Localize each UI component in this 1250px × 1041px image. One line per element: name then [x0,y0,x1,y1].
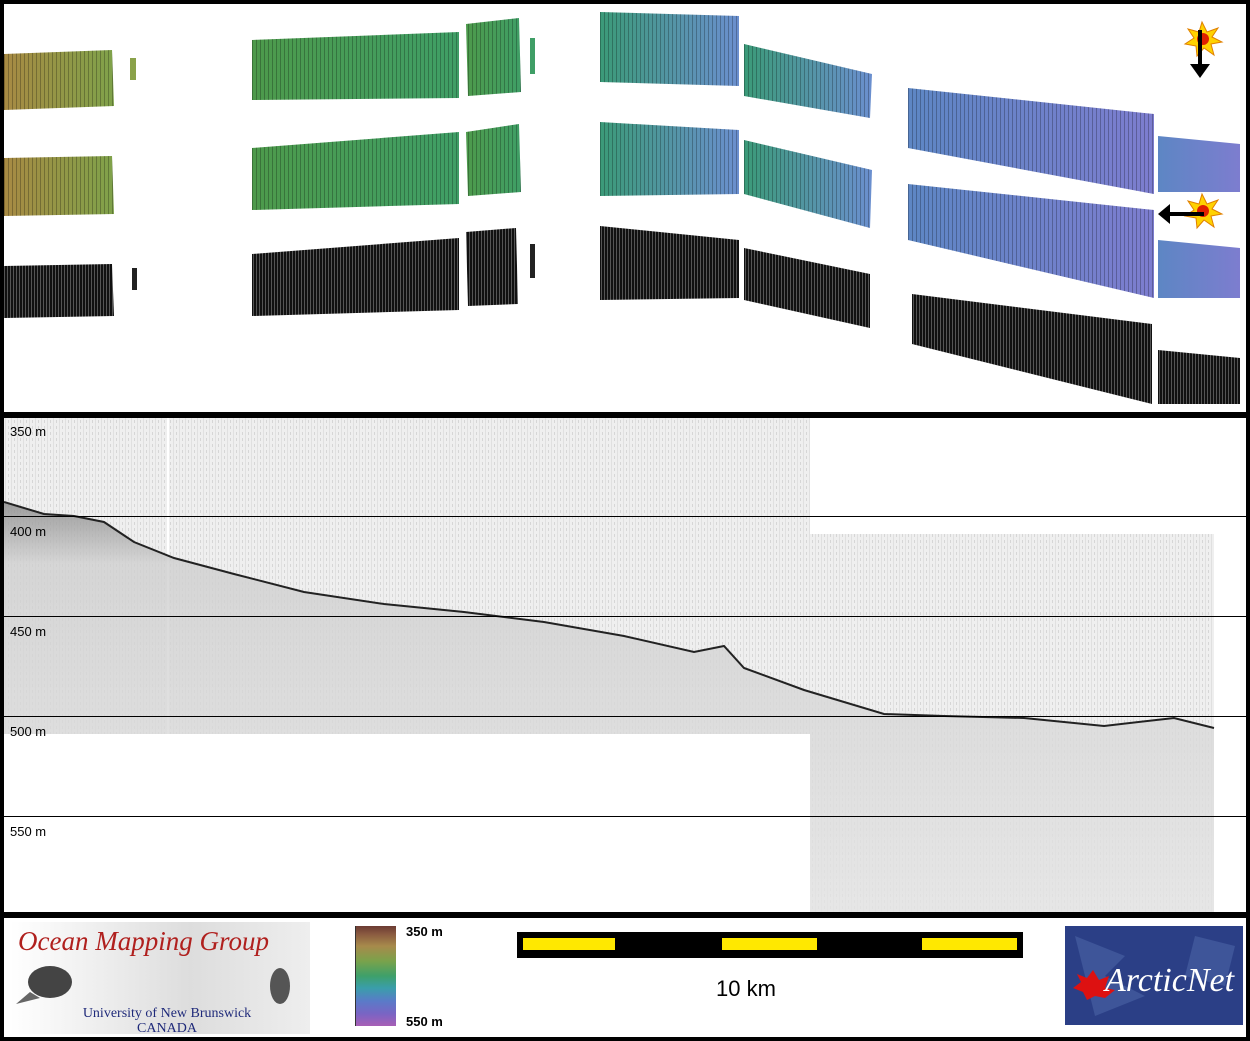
logo-country: CANADA [137,1021,197,1036]
depth-profile-panel: 350 m 400 m 450 m 500 m 550 m [4,418,1246,912]
logo-subtitle: University of New Brunswick CANADA [72,1006,262,1036]
sun-with-down-arrow-icon [1183,20,1224,78]
depth-label-550: 550 m [10,824,47,839]
scale-bar [517,932,1023,958]
scale-label: 10 km [716,976,776,1001]
arcticnet-logo: ArcticNet [1065,926,1243,1025]
depth-label-350: 350 m [10,424,47,439]
depth-profile [4,418,1215,912]
sun-with-left-arrow-icon [1158,192,1224,230]
logo-university: University of New Brunswick [82,1006,252,1021]
arcticnet-text: ArcticNet [1105,962,1235,999]
swath-imagery-panel [4,4,1246,412]
footer-panel: Ocean Mapping Group University of New Br… [4,918,1246,1037]
swath-strips [4,12,1240,404]
colorbar-bottom-label: 550 m [406,1014,443,1029]
ocean-mapping-group-logo: Ocean Mapping Group University of New Br… [10,922,310,1036]
logo-title: Ocean Mapping Group [18,926,269,956]
depth-label-500: 500 m [10,724,47,739]
depth-colorbar [355,926,396,1026]
depth-label-400: 400 m [10,524,47,539]
colorbar-top-label: 350 m [406,924,443,939]
depth-label-450: 450 m [10,624,47,639]
